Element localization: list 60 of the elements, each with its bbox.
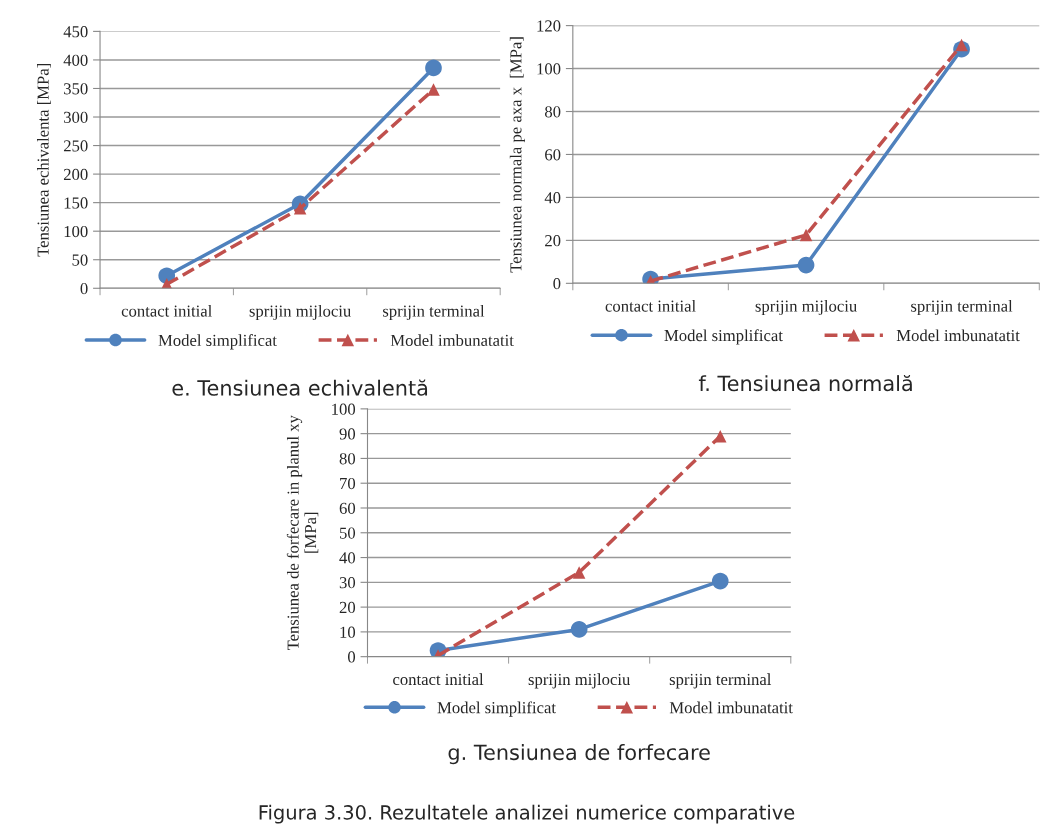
y-tick-label: 0 — [347, 651, 356, 663]
point — [955, 38, 968, 52]
x-tick-label: sprijin terminal — [669, 673, 772, 689]
legend-label: Model simplificat — [437, 701, 556, 717]
text: f. Tensiunea normală — [698, 375, 912, 392]
legend-label: Model imbunatatit — [390, 334, 514, 346]
x-tick-label: contact initial — [121, 304, 212, 317]
point — [714, 429, 727, 443]
text: e. Tensiunea echivalentă — [172, 379, 428, 396]
point — [799, 228, 813, 242]
y-tick-label: 200 — [63, 168, 88, 181]
point — [711, 572, 729, 590]
y-tick-label: 0 — [80, 282, 88, 295]
x-tick-label: sprijin terminal — [383, 304, 485, 321]
y-tick-label: 100 — [537, 63, 561, 75]
y-tick-label: 0 — [553, 278, 561, 290]
y-tick-label: 40 — [544, 192, 561, 204]
y-tick-label: 250 — [63, 140, 88, 152]
y-tick-label: 450 — [63, 26, 88, 38]
y-tick-label: 150 — [64, 197, 88, 209]
y-axis-title: Tensiunea normala pe axa x [MPa] — [509, 37, 525, 273]
legend-label: Model imbunatatit — [669, 701, 793, 714]
legend-label: Model simplificat — [158, 334, 277, 350]
x-tick-label: sprijin mijlociu — [528, 673, 631, 689]
y-tick-label: 20 — [545, 235, 561, 247]
y-tick-label: 100 — [332, 403, 356, 415]
y-tick-label: 120 — [537, 20, 561, 32]
y-axis-title: Tensiunea echivalenta [MPa] — [37, 64, 51, 257]
y-tick-label: 80 — [339, 453, 356, 465]
y-tick-label: 100 — [64, 225, 88, 238]
y-tick-label: 90 — [339, 428, 356, 440]
point — [293, 202, 307, 215]
x-tick-label: sprijin mijlociu — [755, 299, 857, 316]
x-tick-label: contact initial — [605, 299, 696, 312]
y-tick-label: 60 — [545, 149, 561, 161]
x-tick-label: sprijin terminal — [911, 299, 1013, 316]
point — [425, 59, 442, 77]
legend-label: Model simplificat — [664, 329, 783, 345]
y-tick-label: 60 — [339, 502, 356, 514]
y-tick-label: 400 — [63, 54, 88, 66]
y-tick-label: 20 — [339, 601, 356, 614]
text: g. Tensiunea de forfecare — [448, 744, 710, 765]
point — [797, 256, 815, 274]
y-tick-label: 70 — [340, 477, 356, 490]
y-tick-label: 30 — [339, 577, 356, 589]
point — [570, 621, 588, 638]
x-tick-label: contact initial — [393, 673, 484, 686]
x-tick-label: sprijin mijlociu — [249, 304, 351, 321]
y-tick-label: 350 — [64, 83, 88, 95]
y-tick-label: 40 — [339, 552, 356, 564]
y-tick-label: 300 — [64, 111, 88, 123]
y-axis-title: Tensiunea de forfecare in planul xy [MPa] — [286, 415, 319, 651]
y-tick-label: 50 — [72, 254, 88, 266]
legend-label: Model imbunatatit — [896, 329, 1020, 342]
y-tick-label: 10 — [340, 626, 356, 638]
point — [427, 83, 440, 96]
y-tick-label: 50 — [339, 527, 356, 539]
text: Figura 3.30. Rezultatele analizei numerice comparative — [259, 804, 795, 824]
y-tick-label: 80 — [545, 106, 561, 118]
point — [572, 566, 586, 579]
